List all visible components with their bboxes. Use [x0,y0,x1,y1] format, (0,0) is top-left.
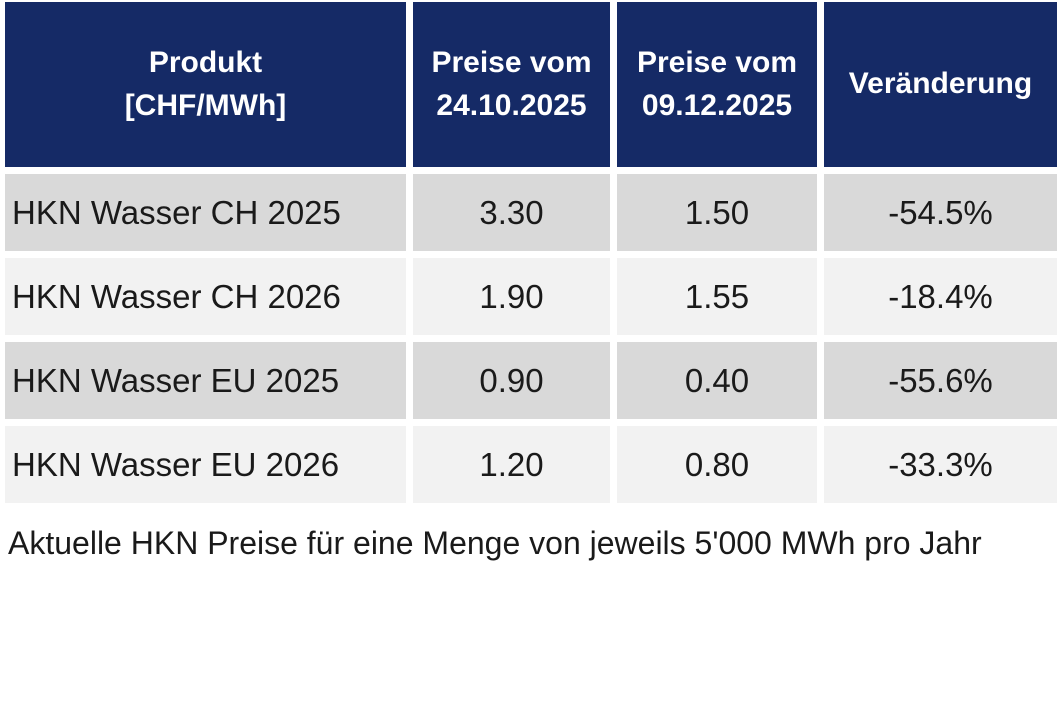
price-2410-cell: 1.90 [413,258,610,335]
change-cell: -55.6% [824,342,1057,419]
price-2410-cell: 3.30 [413,174,610,251]
column-header-veraenderung: Veränderung [824,2,1057,167]
header-line: Preise vom [431,45,592,79]
header-line: Produkt [148,45,263,79]
table-caption: Aktuelle HKN Preise für eine Menge von j… [8,525,982,561]
change-cell: -54.5% [824,174,1057,251]
hkn-price-table: Produkt [CHF/MWh] Preise vom 24.10.2025 … [5,2,1057,503]
change-cell: -33.3% [824,426,1057,503]
header-line: 09.12.2025 [641,88,793,122]
product-cell: HKN Wasser EU 2025 [5,342,406,419]
price-0912-cell: 1.50 [617,174,817,251]
product-cell: HKN Wasser CH 2025 [5,174,406,251]
header-line: 24.10.2025 [436,88,587,122]
column-header-produkt: Produkt [CHF/MWh] [5,2,406,167]
header-line: [CHF/MWh] [124,88,287,122]
header-line: Veränderung [848,67,1033,101]
change-cell: -18.4% [824,258,1057,335]
header-line: Preise vom [636,45,798,79]
price-2410-cell: 1.20 [413,426,610,503]
price-0912-cell: 0.40 [617,342,817,419]
product-cell: HKN Wasser EU 2026 [5,426,406,503]
product-cell: HKN Wasser CH 2026 [5,258,406,335]
price-0912-cell: 1.55 [617,258,817,335]
price-0912-cell: 0.80 [617,426,817,503]
price-2410-cell: 0.90 [413,342,610,419]
column-header-preise-0912: Preise vom 09.12.2025 [617,2,817,167]
column-header-preise-2410: Preise vom 24.10.2025 [413,2,610,167]
